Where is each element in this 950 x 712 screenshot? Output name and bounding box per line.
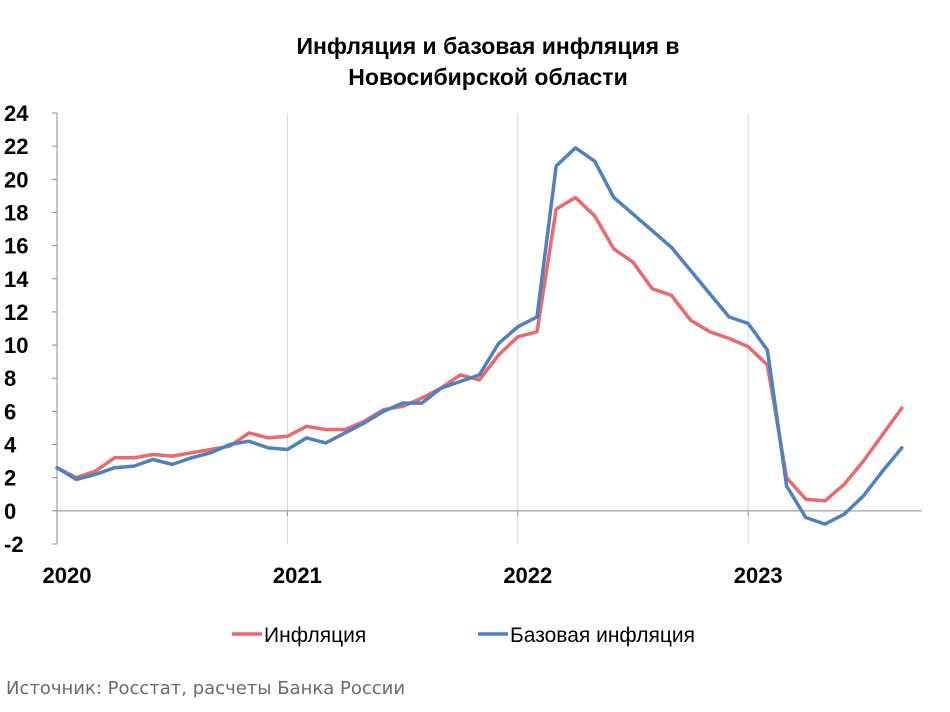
x-tick-label-2020: 2020 <box>43 563 92 588</box>
y-tick-label: 16 <box>4 234 28 259</box>
x-tick-label-2022: 2022 <box>503 563 552 588</box>
y-tick-label: 24 <box>4 101 29 126</box>
x-axis-ticks: 2020 2021 2022 2023 <box>43 563 783 588</box>
y-tick-label: 20 <box>4 167 28 192</box>
y-tick-label: 6 <box>4 399 16 424</box>
legend: Инфляция Базовая инфляция <box>232 624 695 647</box>
x-tick-label-2023: 2023 <box>734 563 783 588</box>
series-line-core-inflation <box>55 146 904 526</box>
series-lines <box>55 146 904 526</box>
y-tick-label: 12 <box>4 300 28 325</box>
legend-label-core-inflation: Базовая инфляция <box>510 624 695 647</box>
x-tick-label-2021: 2021 <box>273 563 322 588</box>
series-line-inflation <box>55 195 904 503</box>
y-tick-label: 4 <box>4 433 17 458</box>
y-tick-label: 22 <box>4 134 28 159</box>
y-tick-label: 2 <box>4 466 16 491</box>
legend-label-inflation: Инфляция <box>264 624 366 647</box>
y-tick-label: 0 <box>4 499 16 524</box>
y-tick-label: 8 <box>4 366 16 391</box>
chart-title-line-1: Инфляция и базовая инфляция в <box>296 33 679 59</box>
axes <box>52 112 922 545</box>
y-tick-label: 14 <box>4 267 29 292</box>
y-tick-label: 10 <box>4 333 28 358</box>
y-tick-label: 18 <box>4 200 28 225</box>
chart-title-line-2: Новосибирской области <box>348 64 627 90</box>
y-tick-label: -2 <box>4 532 24 557</box>
source-note: Источник: Росстат, расчеты Банка России <box>6 678 406 699</box>
